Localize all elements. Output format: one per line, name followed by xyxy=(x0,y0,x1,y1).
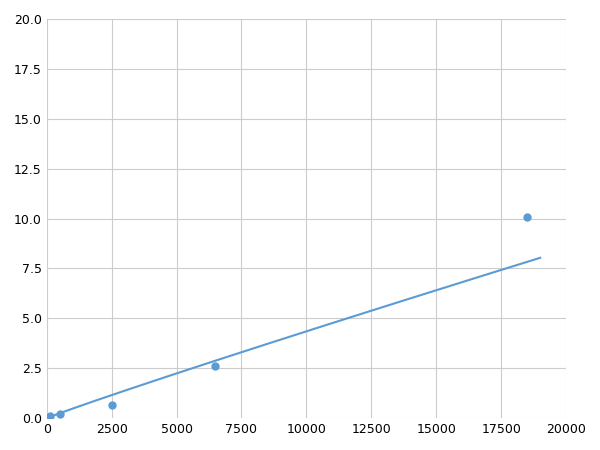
Point xyxy=(107,402,116,409)
Point xyxy=(523,213,532,220)
Point xyxy=(211,363,220,370)
Point xyxy=(55,411,64,418)
Point xyxy=(45,413,55,420)
